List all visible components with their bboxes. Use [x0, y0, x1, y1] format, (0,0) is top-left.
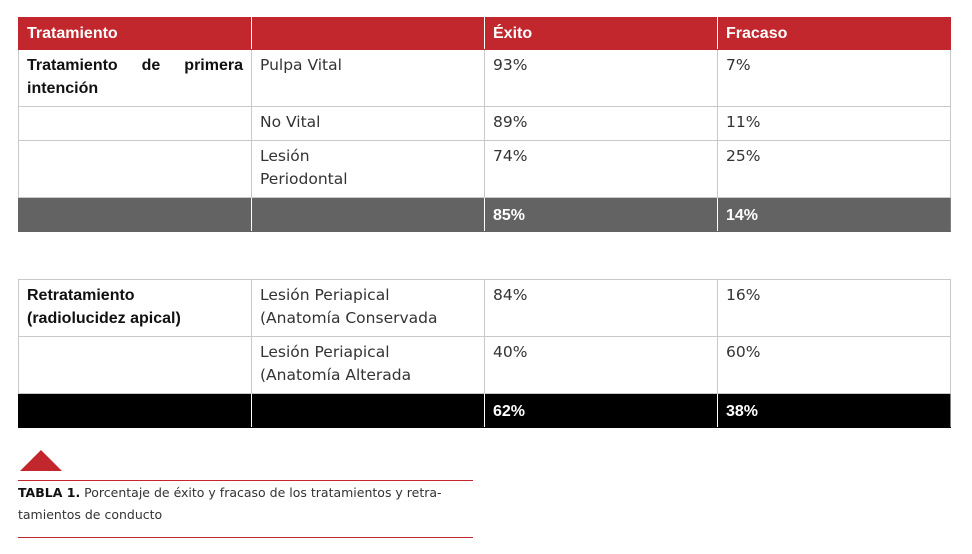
caption-text: Porcentaje de éxito y fracaso de los tra… — [18, 485, 442, 522]
condition-line-1: Lesión — [260, 147, 310, 165]
fracaso-cell: 25% — [717, 140, 951, 198]
exito-cell: 93% — [484, 49, 718, 107]
table-row: No Vital 89% 11% — [18, 106, 951, 141]
exito-cell: 89% — [484, 106, 718, 141]
header-exito: Éxito — [484, 17, 718, 50]
empty-cell — [251, 393, 485, 428]
table-row: Tratamiento de primera intención Pulpa V… — [18, 49, 951, 107]
fracaso-cell: 7% — [717, 49, 951, 107]
condition-line-2: (Anatomía Conservada — [260, 309, 438, 327]
caption-top-rule — [18, 480, 473, 481]
group-label-line-2: (radiolucidez apical) — [27, 310, 181, 327]
treatment-table: Tratamiento Éxito Fracaso Tratamiento de… — [18, 17, 951, 232]
empty-cell — [18, 197, 252, 232]
condition-cell: Pulpa Vital — [251, 49, 485, 107]
header-empty — [251, 17, 485, 50]
table-header-row: Tratamiento Éxito Fracaso — [18, 17, 951, 50]
condition-cell: Lesión Periapical (Anatomía Conservada — [251, 279, 485, 337]
retreatment-table: Retratamiento (radiolucidez apical) Lesi… — [18, 279, 951, 428]
condition-cell: Lesión Periodontal — [251, 140, 485, 198]
total-exito: 62% — [484, 393, 718, 428]
triangle-marker-icon — [20, 450, 62, 471]
total-fracaso: 14% — [717, 197, 951, 232]
condition-cell: No Vital — [251, 106, 485, 141]
fracaso-cell: 60% — [717, 336, 951, 394]
group-label: Retratamiento (radiolucidez apical) — [18, 279, 252, 337]
condition-line-2: Periodontal — [260, 170, 348, 188]
empty-cell — [18, 336, 252, 394]
exito-cell: 84% — [484, 279, 718, 337]
empty-cell — [18, 106, 252, 141]
table-caption: TABLA 1. Porcentaje de éxito y fracaso d… — [18, 482, 473, 526]
total-fracaso: 38% — [717, 393, 951, 428]
condition-line-1: Lesión Periapical — [260, 286, 390, 304]
caption-bottom-rule — [18, 537, 473, 538]
header-tratamiento: Tratamiento — [18, 17, 252, 50]
header-fracaso: Fracaso — [717, 17, 951, 50]
fracaso-cell: 11% — [717, 106, 951, 141]
group-label-line-1: Retratamiento — [27, 287, 135, 304]
empty-cell — [18, 140, 252, 198]
condition-line-1: Lesión Periapical — [260, 343, 390, 361]
total-exito: 85% — [484, 197, 718, 232]
totals-row: 62% 38% — [18, 393, 951, 428]
condition-line-2: (Anatomía Alterada — [260, 366, 412, 384]
condition-cell: Lesión Periapical (Anatomía Alterada — [251, 336, 485, 394]
empty-cell — [18, 393, 252, 428]
exito-cell: 74% — [484, 140, 718, 198]
table-row: Retratamiento (radiolucidez apical) Lesi… — [18, 279, 951, 337]
fracaso-cell: 16% — [717, 279, 951, 337]
table-row: Lesión Periodontal 74% 25% — [18, 140, 951, 198]
group-label: Tratamiento de primera intención — [18, 49, 252, 107]
empty-cell — [251, 197, 485, 232]
exito-cell: 40% — [484, 336, 718, 394]
table-row: Lesión Periapical (Anatomía Alterada 40%… — [18, 336, 951, 394]
totals-row: 85% 14% — [18, 197, 951, 232]
caption-label: TABLA 1. — [18, 485, 81, 500]
